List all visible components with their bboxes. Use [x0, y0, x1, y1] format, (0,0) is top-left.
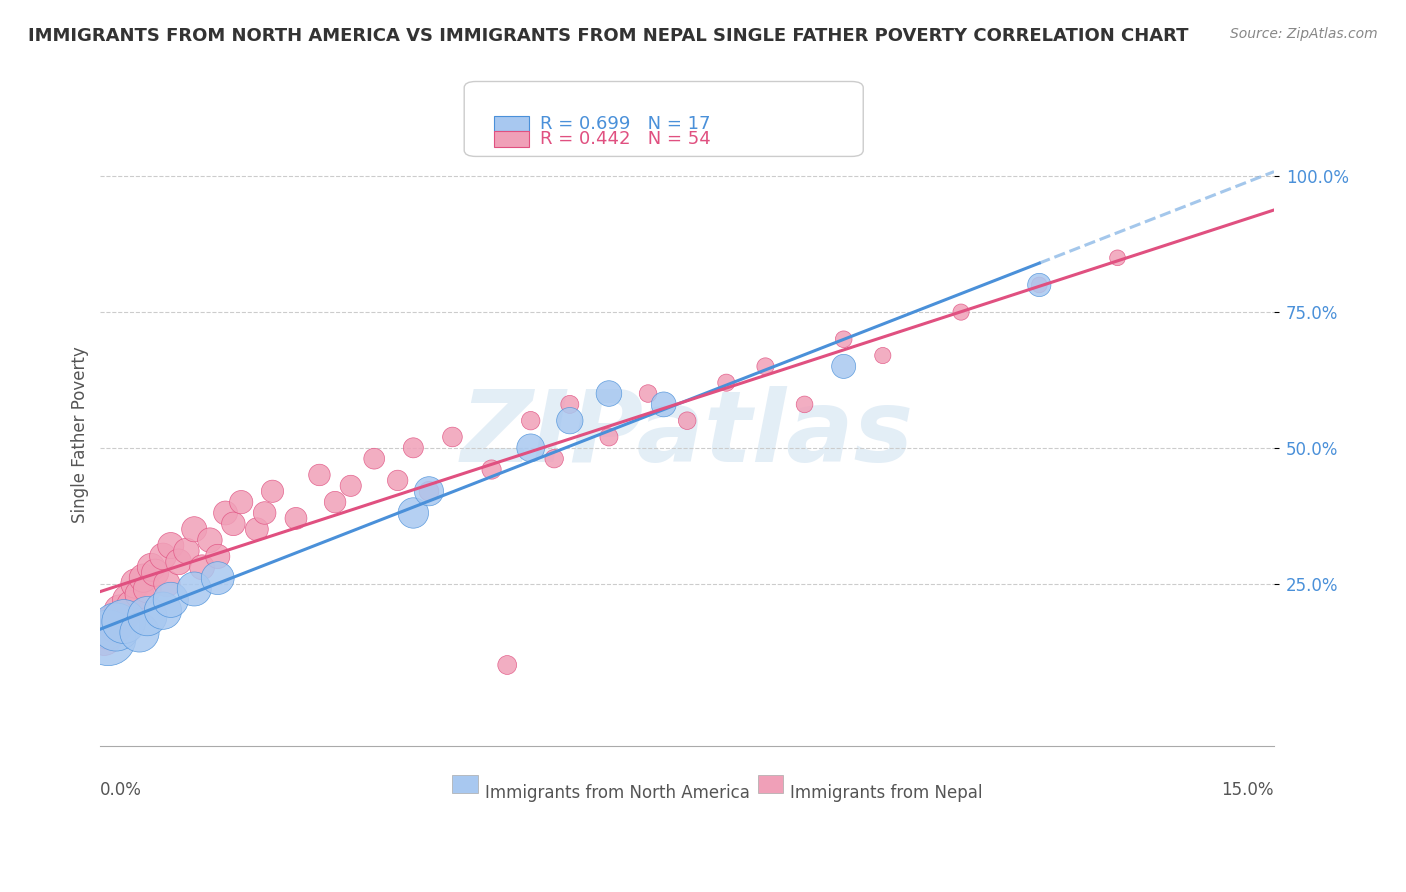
Point — [754, 359, 776, 374]
Point — [128, 625, 150, 640]
Point — [519, 414, 541, 428]
Point — [716, 376, 738, 390]
Point — [207, 571, 229, 585]
Point — [121, 599, 143, 613]
Text: ZIPatlas: ZIPatlas — [461, 385, 914, 483]
Point — [543, 451, 565, 466]
Point — [832, 332, 855, 346]
Point — [950, 305, 973, 319]
Text: Immigrants from Nepal: Immigrants from Nepal — [790, 784, 983, 802]
Point — [136, 609, 159, 624]
Point — [1028, 277, 1050, 292]
Point — [481, 462, 503, 476]
Text: IMMIGRANTS FROM NORTH AMERICA VS IMMIGRANTS FROM NEPAL SINGLE FATHER POVERTY COR: IMMIGRANTS FROM NORTH AMERICA VS IMMIGRA… — [28, 27, 1188, 45]
Bar — [453, 774, 478, 793]
Point — [159, 539, 181, 553]
Point — [1107, 251, 1129, 265]
Point — [198, 533, 221, 548]
Point — [676, 414, 699, 428]
Point — [558, 414, 581, 428]
Point — [598, 430, 620, 444]
Point — [231, 495, 253, 509]
Point — [598, 386, 620, 401]
Point — [207, 549, 229, 564]
Point — [97, 631, 120, 645]
Point — [652, 397, 675, 411]
Point — [93, 631, 115, 645]
Text: R = 0.699   N = 17: R = 0.699 N = 17 — [540, 115, 711, 133]
Point — [141, 560, 163, 574]
Point — [1028, 277, 1050, 292]
Point — [159, 592, 181, 607]
Point — [496, 658, 519, 673]
Point — [136, 582, 159, 596]
Point — [214, 506, 236, 520]
Point — [222, 516, 245, 531]
Point — [112, 615, 135, 629]
Point — [124, 576, 146, 591]
Point — [262, 484, 284, 499]
Text: Source: ZipAtlas.com: Source: ZipAtlas.com — [1230, 27, 1378, 41]
Point — [402, 506, 425, 520]
Point — [253, 506, 276, 520]
FancyBboxPatch shape — [464, 81, 863, 156]
Point — [167, 555, 190, 569]
Point — [246, 522, 269, 536]
Point — [143, 566, 166, 580]
Point — [519, 441, 541, 455]
Point — [152, 604, 174, 618]
Point — [418, 484, 440, 499]
Point — [152, 549, 174, 564]
Point — [176, 544, 198, 558]
Point — [418, 484, 440, 499]
Bar — [494, 131, 529, 147]
Point — [105, 620, 128, 634]
Point — [101, 615, 124, 629]
Bar — [494, 116, 529, 131]
Point — [441, 430, 464, 444]
Text: Immigrants from North America: Immigrants from North America — [485, 784, 751, 802]
Point — [183, 522, 205, 536]
Point — [117, 592, 139, 607]
Point — [97, 625, 120, 640]
Point — [363, 451, 385, 466]
Y-axis label: Single Father Poverty: Single Father Poverty — [72, 346, 89, 523]
Point — [793, 397, 815, 411]
Point — [183, 582, 205, 596]
Point — [112, 609, 135, 624]
Point — [128, 587, 150, 601]
Point — [387, 474, 409, 488]
Point — [872, 349, 894, 363]
Text: 0.0%: 0.0% — [100, 780, 142, 798]
Point — [339, 479, 361, 493]
Point — [108, 604, 131, 618]
Point — [637, 386, 659, 401]
Bar — [758, 774, 783, 793]
Point — [284, 511, 307, 525]
Point — [308, 467, 330, 482]
Point — [832, 359, 855, 374]
Point — [191, 560, 214, 574]
Point — [402, 441, 425, 455]
Point — [558, 397, 581, 411]
Text: R = 0.442   N = 54: R = 0.442 N = 54 — [540, 130, 711, 148]
Point — [132, 571, 155, 585]
Text: 15.0%: 15.0% — [1222, 780, 1274, 798]
Point — [105, 620, 128, 634]
Point — [156, 576, 179, 591]
Point — [323, 495, 346, 509]
